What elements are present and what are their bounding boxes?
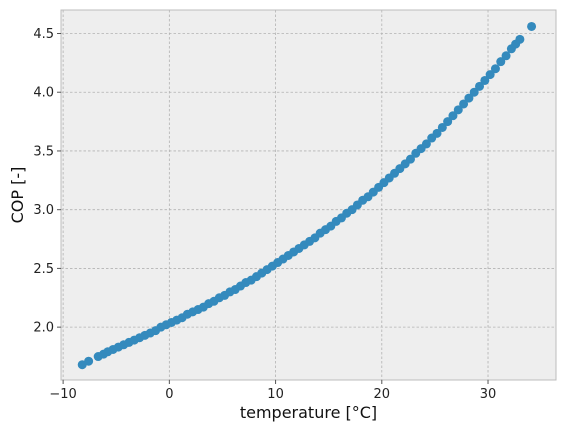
data-point [464, 93, 474, 103]
x-axis-label: temperature [°C] [240, 403, 377, 422]
y-tick-label: 2.0 [33, 321, 54, 336]
data-point [527, 21, 537, 31]
data-point [421, 139, 431, 149]
data-point [469, 87, 479, 97]
data-point [453, 105, 463, 115]
data-point [480, 75, 490, 85]
plot-area [61, 10, 556, 380]
data-point [443, 117, 453, 127]
x-axis-ticks: −10 0 10 20 30 [49, 380, 496, 402]
x-tick-label: −10 [49, 387, 76, 402]
data-point [485, 70, 495, 80]
data-point [432, 128, 442, 138]
y-tick-label: 3.5 [33, 144, 54, 159]
data-point [459, 99, 469, 109]
plot-frame [60, 9, 557, 381]
data-points [77, 21, 537, 370]
data-point [490, 64, 500, 74]
data-point [475, 81, 485, 91]
grid-lines [61, 10, 556, 380]
y-tick-label: 4.5 [33, 27, 54, 42]
x-tick-label: 10 [267, 387, 284, 402]
data-point [437, 122, 447, 132]
y-axis-ticks: 2.0 2.5 3.0 3.5 4.0 4.5 [33, 27, 61, 336]
x-tick-label: 20 [374, 387, 391, 402]
y-tick-label: 3.0 [33, 203, 54, 218]
y-tick-label: 2.5 [33, 262, 54, 277]
data-point [515, 34, 525, 44]
data-point [448, 111, 458, 121]
data-point [501, 51, 511, 61]
data-point [405, 154, 415, 164]
y-tick-label: 4.0 [33, 86, 54, 101]
x-tick-label: 30 [480, 387, 497, 402]
data-point [496, 57, 506, 67]
y-axis-label: COP [-] [8, 167, 27, 224]
data-point [84, 356, 94, 366]
x-tick-label: 0 [165, 387, 173, 402]
